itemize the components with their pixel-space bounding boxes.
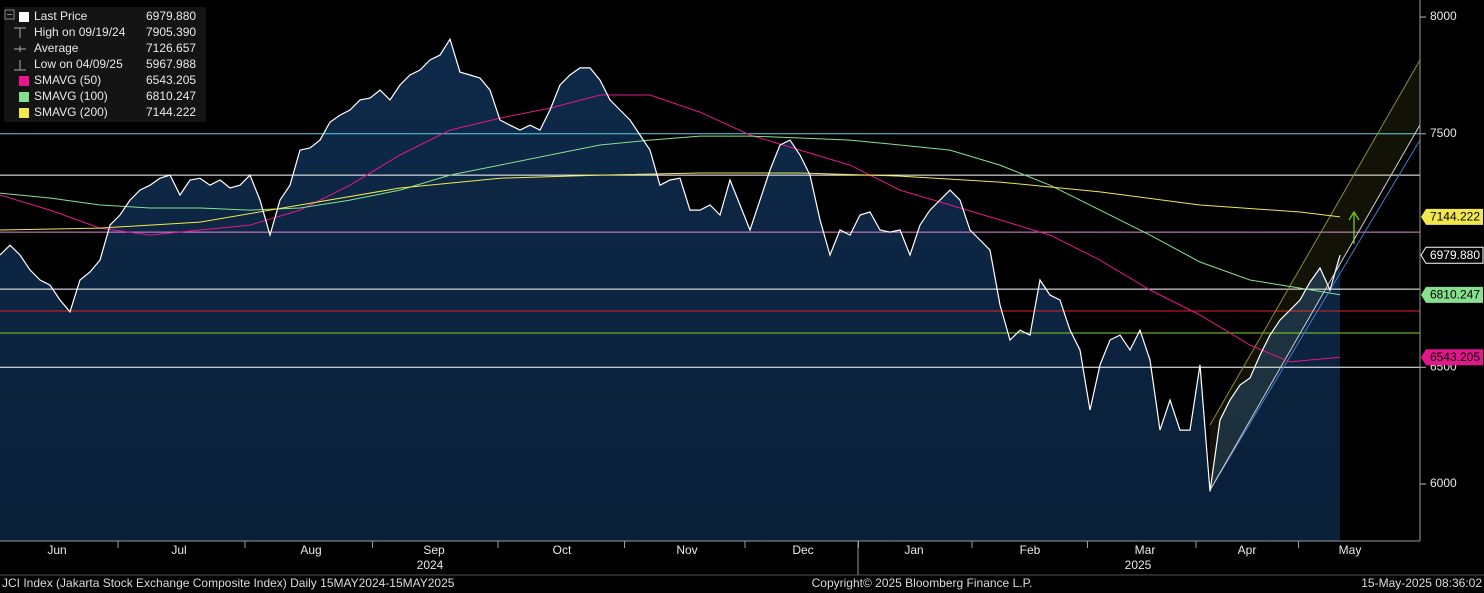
trend-line: [1209, 139, 1421, 491]
trend-arrow: [1348, 210, 1360, 244]
legend-swatch: [19, 76, 29, 86]
x-tick-label: Jan: [904, 543, 923, 557]
legend-value: 7126.657: [146, 41, 196, 55]
last-value-label: 6810.247: [1430, 288, 1480, 302]
trend-line: [1209, 124, 1421, 491]
moving-average-line: [0, 94, 1341, 363]
y-tick-label: 6000: [1430, 476, 1457, 490]
y-tick-label: 7500: [1430, 126, 1457, 140]
x-tick-label: Aug: [300, 543, 321, 557]
legend-value: 6810.247: [146, 89, 196, 103]
price-line: [0, 37, 1341, 492]
x-tick-label: Dec: [792, 543, 813, 557]
x-tick-label: Mar: [1135, 543, 1156, 557]
legend: Last Price 6979.880 High on 09/19/24 7905.3…: [4, 7, 206, 122]
legend-swatch: [19, 92, 29, 102]
year-label: 2024: [417, 558, 444, 572]
legend-value: 5967.988: [146, 57, 196, 71]
y-tick-label: 8000: [1430, 9, 1457, 23]
legend-label: SMAVG (100): [34, 89, 108, 103]
last-value-label: 6979.880: [1430, 248, 1480, 262]
x-tick-label: Feb: [1020, 543, 1041, 557]
x-tick-label: Nov: [676, 543, 697, 557]
legend-value: 7905.390: [146, 25, 196, 39]
last-value-label: 6543.205: [1430, 350, 1480, 364]
x-tick-label: Sep: [423, 543, 445, 557]
moving-average-line: [0, 135, 1341, 296]
legend-swatch: [19, 108, 29, 118]
legend-label: High on 09/19/24: [34, 25, 126, 39]
legend-value: 6543.205: [146, 73, 196, 87]
legend-value: 7144.222: [146, 105, 196, 119]
x-tick-label: Oct: [553, 543, 572, 557]
last-value-box: [1420, 246, 1484, 264]
legend-collapse: [4, 9, 15, 20]
x-tick-label: May: [1339, 543, 1362, 557]
x-tick-label: Jun: [47, 543, 66, 557]
timestamp: 15-May-2025 08:36:02: [1361, 576, 1482, 590]
last-value-box: [1421, 208, 1483, 225]
legend-label: Average: [34, 41, 79, 55]
x-tick-label: Apr: [1238, 543, 1257, 557]
legend-label: Low on 04/09/25: [34, 57, 123, 71]
legend-box: [4, 7, 206, 122]
x-tick-label: Jul: [171, 543, 186, 557]
legend-label: SMAVG (200): [34, 105, 108, 119]
legend-swatch: [19, 12, 29, 22]
legend-label: SMAVG (50): [34, 73, 101, 87]
moving-average-line: [0, 172, 1341, 231]
legend-label: Last Price: [34, 9, 88, 23]
legend-value: 6979.880: [146, 9, 196, 23]
last-value-label: 7144.222: [1430, 210, 1480, 224]
last-value-box: [1421, 349, 1483, 366]
year-label: 2025: [1125, 558, 1152, 572]
copyright: Copyright© 2025 Bloomberg Finance L.P.: [812, 576, 1033, 590]
last-value-box: [1421, 286, 1483, 303]
trend-line: [1209, 59, 1421, 426]
footer-title: JCI Index (Jakarta Stock Exchange Compos…: [2, 576, 455, 590]
price-area: [0, 39, 1340, 541]
plot-area: [0, 37, 1421, 541]
